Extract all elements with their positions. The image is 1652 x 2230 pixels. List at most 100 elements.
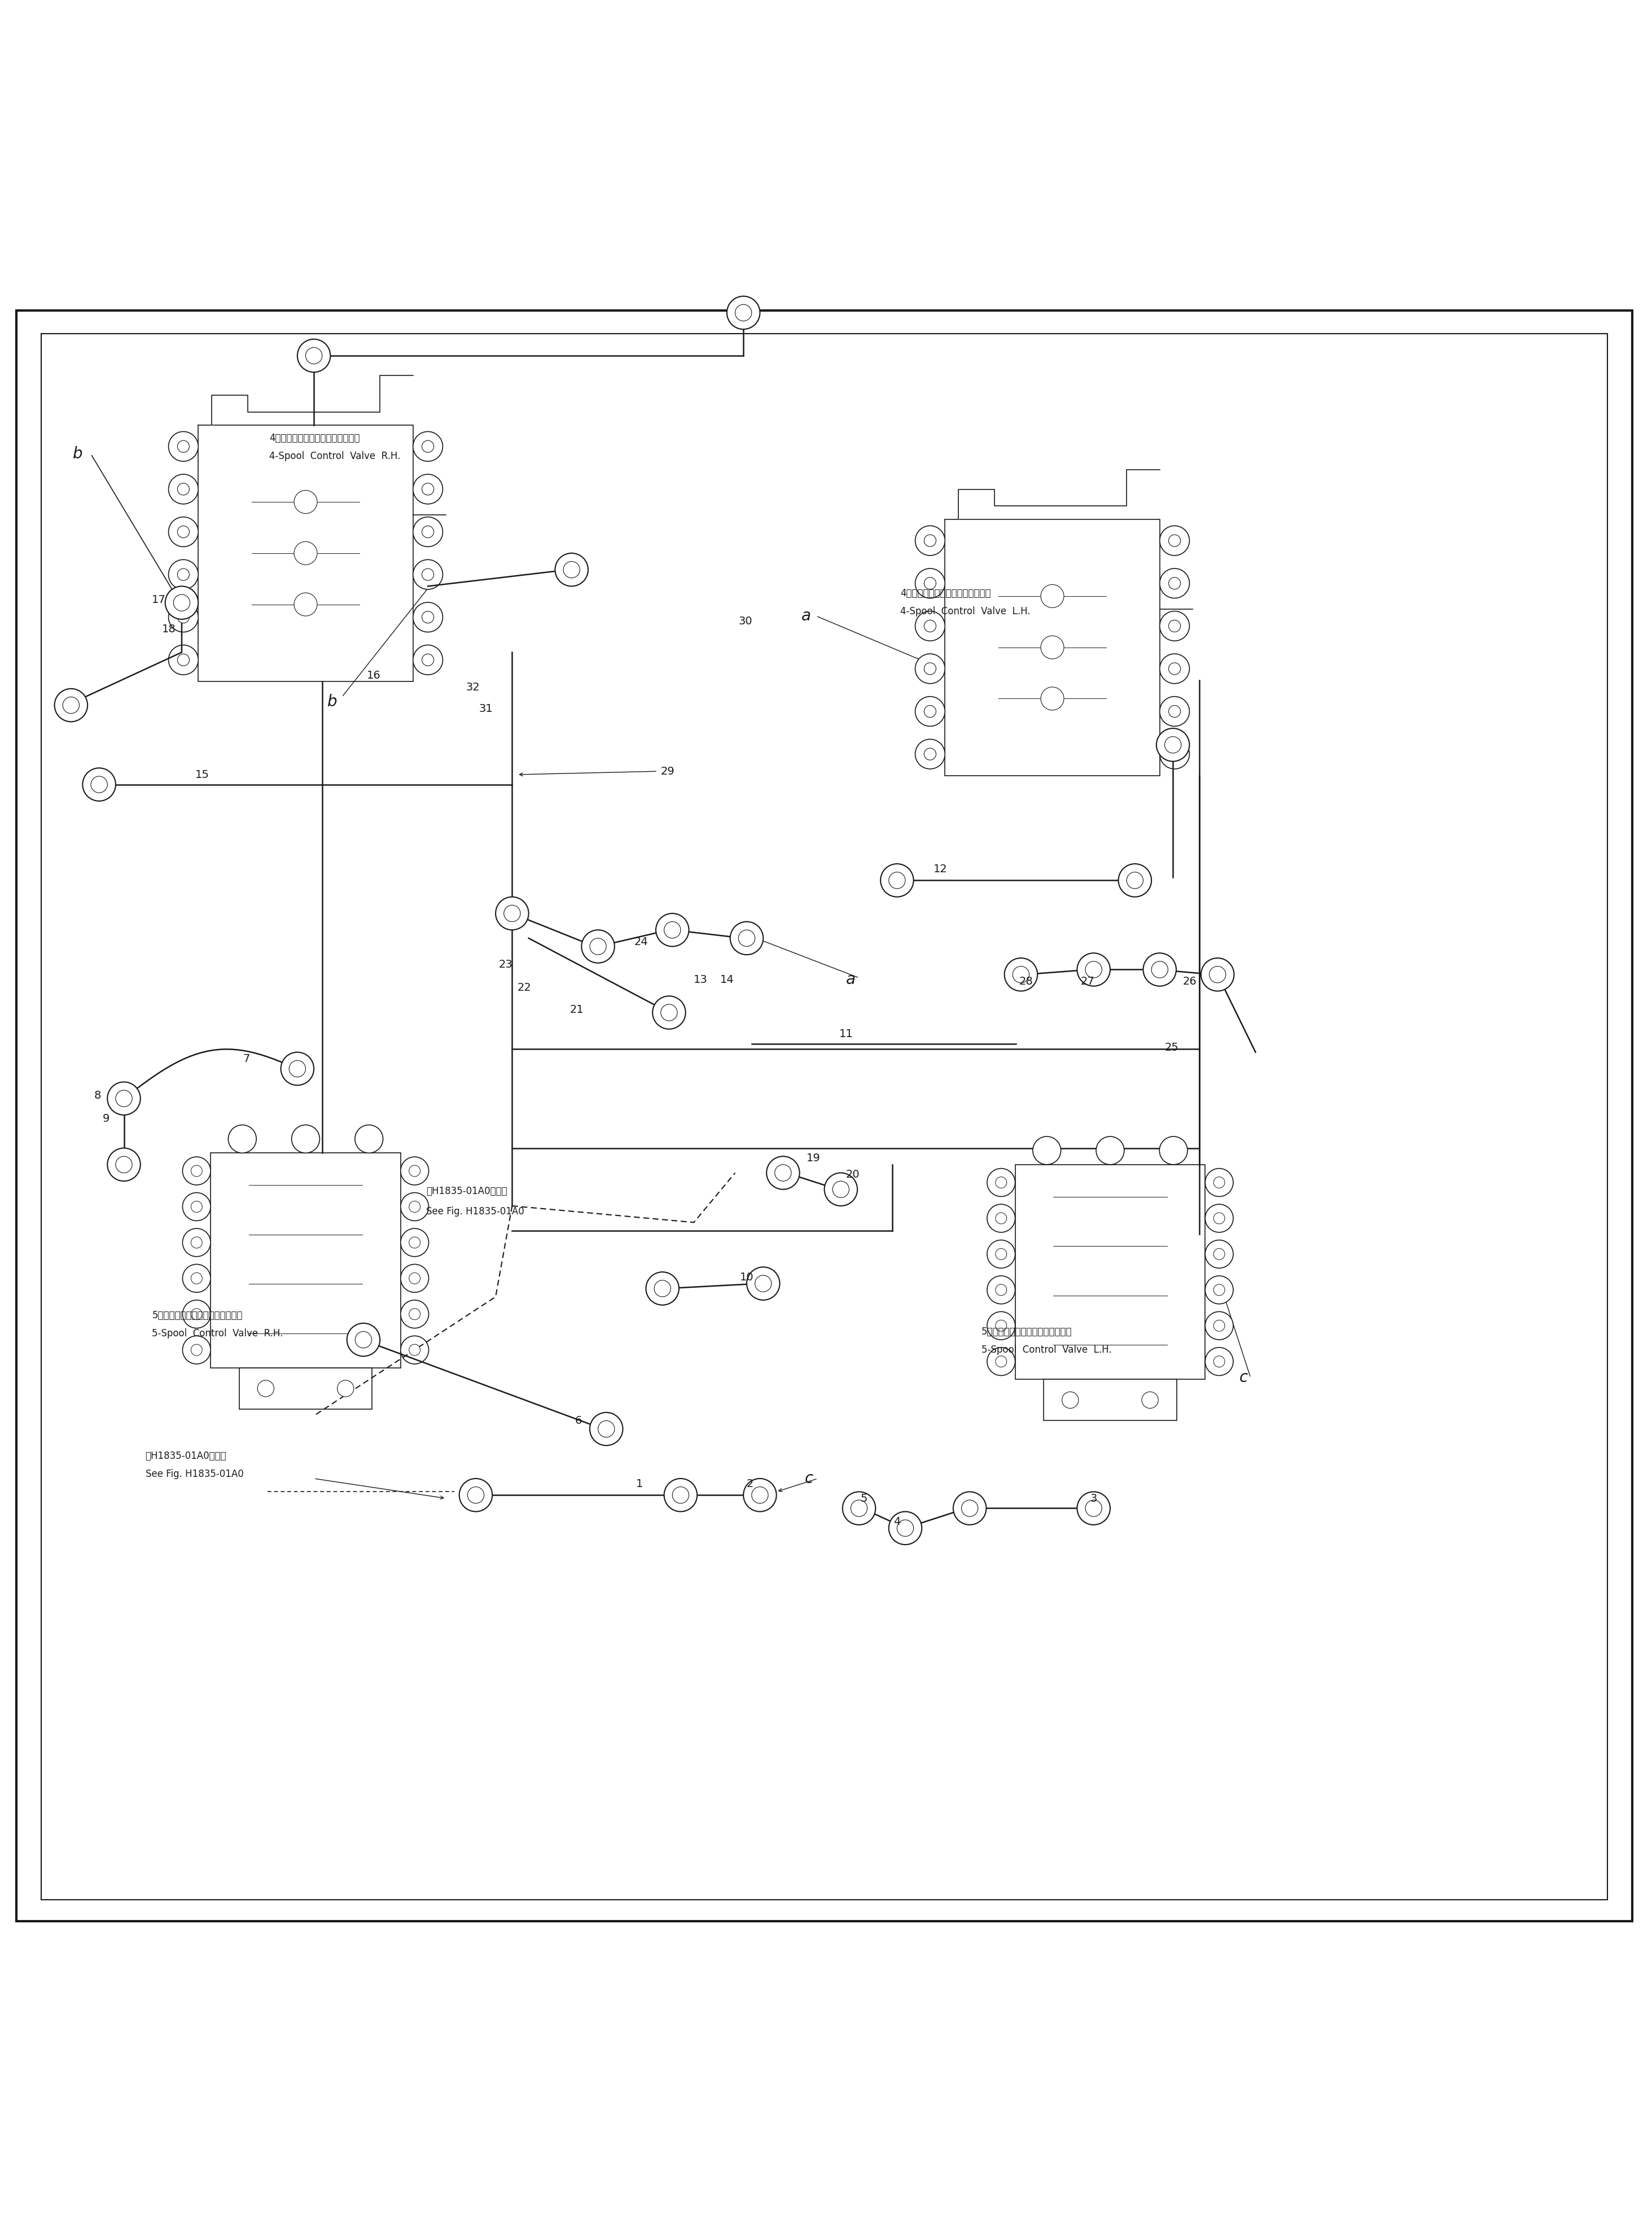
- Circle shape: [1085, 961, 1102, 977]
- Circle shape: [582, 930, 615, 963]
- Circle shape: [1168, 620, 1181, 631]
- Circle shape: [1160, 738, 1189, 769]
- Circle shape: [1041, 636, 1064, 658]
- Circle shape: [421, 653, 434, 667]
- Circle shape: [297, 339, 330, 372]
- Circle shape: [192, 1345, 202, 1356]
- Circle shape: [289, 1061, 306, 1077]
- Circle shape: [953, 1492, 986, 1525]
- Text: 15: 15: [195, 769, 208, 780]
- Circle shape: [410, 1166, 420, 1177]
- Circle shape: [55, 689, 88, 723]
- Circle shape: [1156, 729, 1189, 760]
- Circle shape: [563, 562, 580, 578]
- Circle shape: [738, 930, 755, 946]
- Circle shape: [1097, 1137, 1125, 1164]
- Circle shape: [988, 1311, 1014, 1340]
- Circle shape: [915, 611, 945, 640]
- Circle shape: [421, 569, 434, 580]
- Circle shape: [413, 644, 443, 676]
- Circle shape: [730, 921, 763, 954]
- Circle shape: [915, 653, 945, 685]
- Circle shape: [672, 1487, 689, 1503]
- Circle shape: [1168, 662, 1181, 676]
- Circle shape: [421, 442, 434, 453]
- Circle shape: [1160, 696, 1189, 727]
- Circle shape: [169, 475, 198, 504]
- Circle shape: [1168, 535, 1181, 546]
- Text: 4スプールコントロールバルブ　左: 4スプールコントロールバルブ 左: [900, 589, 991, 598]
- Circle shape: [735, 306, 752, 321]
- Text: 5スプールコントロールバルブ　右: 5スプールコントロールバルブ 右: [152, 1311, 243, 1320]
- Circle shape: [1168, 578, 1181, 589]
- Bar: [211, 1153, 400, 1367]
- Circle shape: [1160, 611, 1189, 640]
- Circle shape: [897, 1521, 914, 1536]
- Circle shape: [727, 297, 760, 330]
- Circle shape: [598, 1421, 615, 1436]
- Circle shape: [291, 1124, 320, 1153]
- Text: 25: 25: [1165, 1041, 1178, 1053]
- Circle shape: [1013, 966, 1029, 983]
- Circle shape: [923, 662, 937, 676]
- Circle shape: [881, 863, 914, 896]
- Circle shape: [664, 921, 681, 939]
- Circle shape: [355, 1124, 383, 1153]
- Text: See Fig. H1835-01A0: See Fig. H1835-01A0: [145, 1470, 243, 1478]
- Text: 32: 32: [466, 682, 479, 694]
- Bar: [1044, 1380, 1176, 1421]
- Circle shape: [192, 1238, 202, 1249]
- Text: 21: 21: [570, 1004, 583, 1015]
- Circle shape: [1168, 705, 1181, 718]
- Circle shape: [1209, 966, 1226, 983]
- Circle shape: [988, 1240, 1014, 1269]
- Circle shape: [915, 738, 945, 769]
- Text: 5スプールコントロールバルブ　左: 5スプールコントロールバルブ 左: [981, 1327, 1072, 1338]
- Circle shape: [653, 997, 686, 1028]
- Circle shape: [1151, 961, 1168, 977]
- Circle shape: [915, 526, 945, 555]
- Circle shape: [192, 1166, 202, 1177]
- Circle shape: [1032, 1137, 1061, 1164]
- Polygon shape: [945, 471, 1160, 520]
- Circle shape: [1004, 959, 1037, 990]
- Circle shape: [1160, 1137, 1188, 1164]
- Text: 第H1835-01A0図参照: 第H1835-01A0図参照: [145, 1452, 226, 1461]
- Circle shape: [988, 1276, 1014, 1305]
- Circle shape: [1204, 1204, 1232, 1233]
- Circle shape: [177, 484, 190, 495]
- Circle shape: [1214, 1320, 1224, 1331]
- Circle shape: [169, 560, 198, 589]
- Circle shape: [915, 569, 945, 598]
- Bar: [240, 1367, 372, 1409]
- Text: 18: 18: [162, 624, 175, 636]
- Circle shape: [165, 586, 198, 620]
- Text: 12: 12: [933, 863, 947, 874]
- Circle shape: [410, 1309, 420, 1320]
- Circle shape: [182, 1264, 211, 1293]
- Circle shape: [775, 1164, 791, 1182]
- Circle shape: [1077, 1492, 1110, 1525]
- Circle shape: [590, 1412, 623, 1445]
- Circle shape: [923, 747, 937, 760]
- Circle shape: [107, 1148, 140, 1182]
- Text: b: b: [327, 694, 337, 709]
- Circle shape: [410, 1238, 420, 1249]
- Text: c: c: [805, 1470, 813, 1487]
- Circle shape: [767, 1157, 800, 1189]
- Circle shape: [1204, 1240, 1232, 1269]
- Bar: [198, 426, 413, 680]
- Text: 4: 4: [894, 1516, 900, 1528]
- Circle shape: [1204, 1311, 1232, 1340]
- Circle shape: [1204, 1347, 1232, 1376]
- Circle shape: [1118, 863, 1151, 896]
- Text: a: a: [846, 972, 856, 988]
- Circle shape: [656, 914, 689, 946]
- Circle shape: [889, 872, 905, 888]
- Circle shape: [169, 433, 198, 462]
- Circle shape: [421, 484, 434, 495]
- Circle shape: [400, 1157, 430, 1184]
- Text: See Fig. H1835-01A0: See Fig. H1835-01A0: [426, 1206, 524, 1215]
- Text: 17: 17: [152, 593, 165, 604]
- Circle shape: [1201, 959, 1234, 990]
